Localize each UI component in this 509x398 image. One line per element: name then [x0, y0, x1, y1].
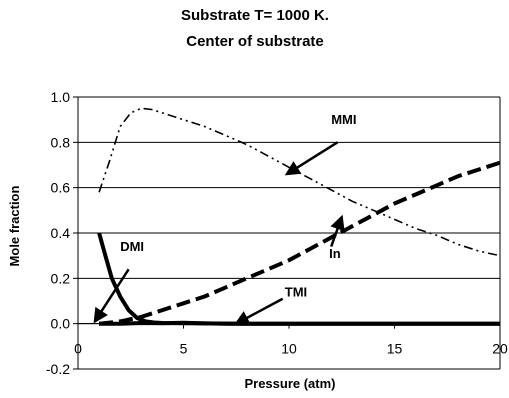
- annotation-arrow-mmi: [284, 141, 339, 176]
- chart-title: Substrate T= 1000 K.: [181, 7, 329, 24]
- series-line-in: [98, 160, 501, 326]
- series-line-mmi: [98, 107, 501, 257]
- y-tick-label: 0.6: [51, 180, 71, 196]
- x-tick-label: 15: [387, 341, 403, 357]
- annotation-arrow-tmi: [234, 297, 284, 325]
- annotation-arrow-in: [330, 214, 345, 248]
- y-tick-label: 0.2: [51, 270, 71, 286]
- y-axis-label: Mole fraction: [7, 185, 22, 266]
- annotation-label-in: In: [329, 246, 341, 261]
- grid: [73, 96, 500, 370]
- annotation-arrow-dmi: [93, 268, 130, 324]
- y-tick-label: 0.0: [51, 316, 71, 332]
- annotations: MMI In DMI TMI: [93, 112, 356, 325]
- x-tick-label: 10: [281, 341, 297, 357]
- x-tick-label: 5: [180, 341, 188, 357]
- y-tick-label: 0.4: [51, 225, 71, 241]
- annotation-label-tmi: TMI: [285, 284, 307, 299]
- annotation-label-dmi: DMI: [120, 239, 144, 254]
- x-axis-label: Pressure (atm): [244, 376, 335, 391]
- annotation-label-mmi: MMI: [331, 112, 356, 127]
- y-tick-label: -0.2: [46, 361, 70, 377]
- y-tick-label: 1.0: [51, 89, 71, 105]
- y-tick-label: 0.8: [51, 134, 71, 150]
- y-tick-labels: -0.2 0.0 0.2 0.4 0.6 0.8 1.0: [46, 89, 70, 377]
- series-line-tmi: [99, 320, 500, 326]
- chart-subtitle: Center of substrate: [186, 33, 324, 50]
